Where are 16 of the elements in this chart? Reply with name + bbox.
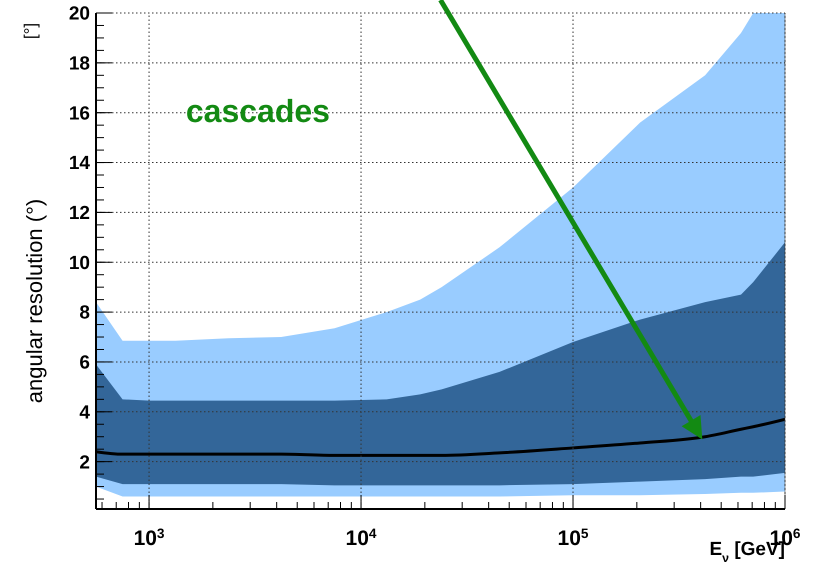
y-tick-label: 6 bbox=[79, 352, 90, 374]
annotation: cascades bbox=[186, 93, 330, 130]
y-tick-label: 2 bbox=[79, 452, 90, 474]
y-tick-label: 8 bbox=[79, 302, 90, 324]
y-axis-title: angular resolution (°) bbox=[22, 198, 47, 404]
y-tick-label: 14 bbox=[68, 153, 90, 174]
y-tick-label: 18 bbox=[68, 54, 90, 74]
y-tick-label: 12 bbox=[68, 203, 90, 224]
y-tick-label: 10 bbox=[68, 252, 90, 274]
x-tick-label: 10$^{5}$ bbox=[558, 526, 589, 550]
x-tick-label: 10$^{3}$ bbox=[134, 526, 165, 550]
y-tick-label: 16 bbox=[68, 103, 90, 124]
y-tick-label: 4 bbox=[79, 402, 90, 424]
y-tick-label: 20 bbox=[68, 4, 90, 25]
text: [°] bbox=[21, 22, 40, 40]
x-tick-label: 10$^{4}$ bbox=[346, 526, 377, 550]
